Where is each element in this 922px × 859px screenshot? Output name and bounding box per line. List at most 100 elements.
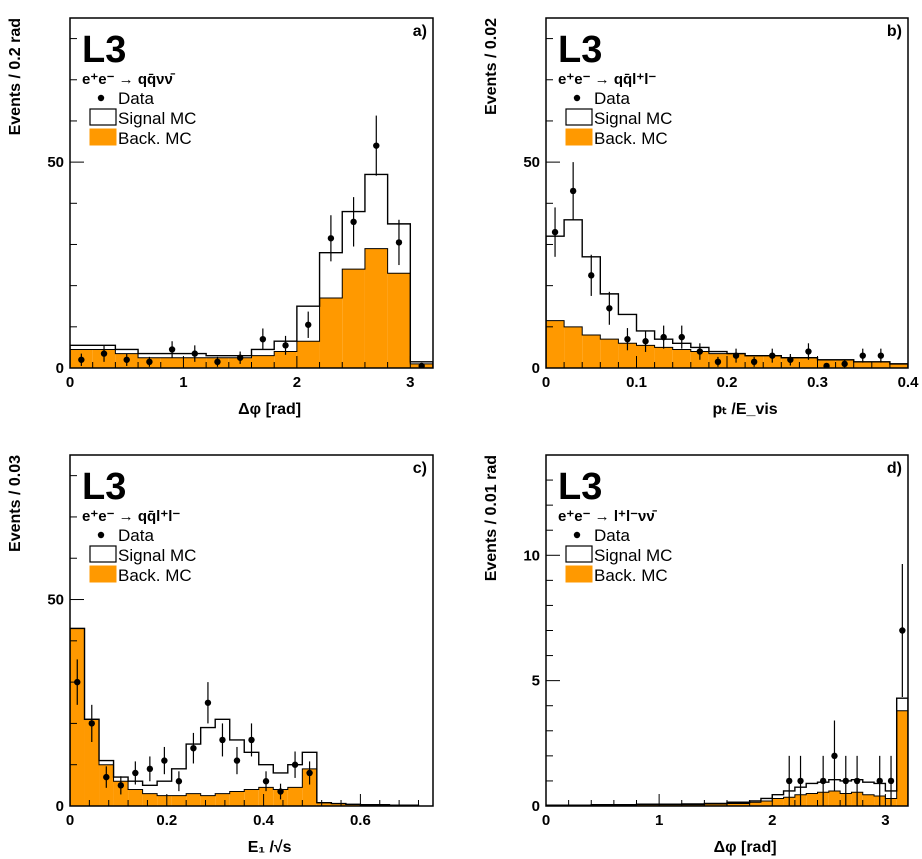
background-mc-bar [896,710,908,806]
data-point [823,362,830,368]
data-point [168,346,176,353]
data-point [262,778,270,785]
background-mc-bar [889,363,908,368]
y-axis-title: Events / 0.01 rad [483,455,500,581]
legend-label: Signal MC [594,109,672,128]
x-tick-label: 0 [542,374,550,391]
panel-letter: a) [413,23,427,40]
background-mc-bar [342,269,365,368]
background-mc-bar [564,326,583,368]
legend-label: Signal MC [118,109,196,128]
background-mc-bar [258,787,274,806]
background-mc-bar [331,803,346,806]
background-mc-bar [828,790,841,806]
data-point [551,228,559,236]
experiment-logo: L3 [558,466,602,508]
legend-label: Back. MC [594,129,668,148]
data-point [219,736,226,744]
panel-c: 0 0.2 0.4 0.6 0 50 E₁ /√s Events / 0.03 L3e⁺e⁻ →… [7,454,434,856]
data-point [642,338,649,345]
data-point [161,757,168,764]
data-point [327,235,335,242]
y-axis-title: Events / 0.2 rad [7,18,24,135]
plot-area [70,115,433,368]
background-mc-bar [287,787,303,806]
legend-label: Data [594,526,630,545]
data-point [853,777,861,785]
data-point [373,142,380,149]
data-point [100,350,108,357]
background-mc-bar [582,335,601,368]
data-point [259,335,267,343]
data-point [236,354,244,361]
data-point [248,736,255,744]
reaction-label: e⁺e⁻ → qq̄l⁺l⁻ [558,71,656,88]
data-point [859,352,866,359]
y-tick-label: 0 [532,360,540,377]
background-mc-bar [772,798,784,806]
experiment-logo: L3 [558,29,602,71]
data-point [117,782,125,789]
x-tick-label: 1 [179,374,187,391]
y-tick-label: 50 [47,154,64,171]
panel-letter: b) [887,23,902,40]
experiment-logo: L3 [82,29,126,71]
legend-data-marker [97,94,105,102]
data-point [606,305,613,312]
experiment-logo: L3 [82,466,126,508]
legend-background-swatch [565,128,593,146]
background-mc-bar [806,793,818,806]
background-mc-bar [128,789,143,806]
background-mc-bar [618,343,637,368]
y-tick-label: 0 [56,798,64,815]
x-tick-label: 0 [66,374,74,391]
background-mc-bar [171,795,187,806]
background-mc-bar [387,273,411,368]
x-axis-title: E₁ /√s [248,839,292,856]
background-mc-outline [70,248,433,368]
data-point [88,720,95,727]
background-mc-bar [727,803,750,806]
data-point [291,761,299,768]
plot-frame [69,454,434,807]
background-mc-bar [345,804,361,806]
background-mc-bar [296,341,320,368]
background-mc-bar [215,793,230,806]
data-point [732,352,740,359]
panel-d: 0 1 2 3 0 5 10 Δφ [rad] Events / 0.01 rad L3e⁺e⁻ … [483,454,909,856]
data-point [146,358,153,366]
background-mc-bar [160,357,184,368]
plot-area [70,627,420,806]
data-point [103,773,110,781]
background-mc-bar [636,345,655,368]
data-point [660,333,667,341]
data-point [190,744,197,752]
legend-signal-swatch [89,108,117,126]
background-mc-bar [546,320,565,368]
signal-mc-line [70,173,433,368]
background-mc-bar [871,361,890,368]
y-tick-label: 0 [532,798,540,815]
data-point [74,678,81,686]
legend-data-marker [573,531,581,539]
background-mc-bar [672,349,691,368]
background-mc-bar [853,361,872,368]
background-mc-bar [364,248,388,368]
legend-data-marker [573,94,581,102]
legend-label: Back. MC [118,129,192,148]
y-tick-label: 50 [47,592,64,609]
x-tick-label: 0.2 [156,812,177,829]
x-tick-label: 3 [881,812,889,829]
legend-data-marker [97,531,105,539]
data-point [842,777,849,785]
x-tick-label: 2 [768,812,776,829]
x-tick-label: 0.3 [807,374,828,391]
background-mc-bar [302,768,317,806]
background-mc-bar [319,298,343,368]
background-mc-bar [142,793,158,806]
background-mc-bar [600,339,619,368]
legend-label: Back. MC [594,566,668,585]
data-point [132,769,139,777]
background-mc-bar [316,802,332,806]
background-mc-bar [244,789,259,806]
